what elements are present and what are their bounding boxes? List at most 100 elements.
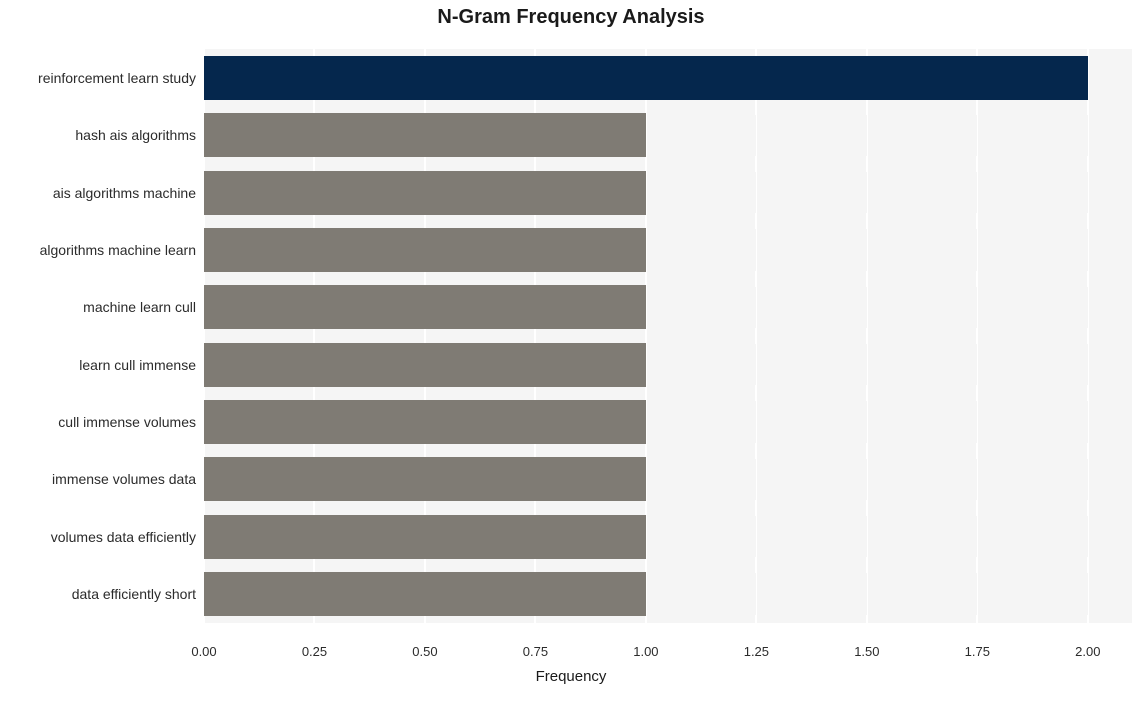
y-tick-label: reinforcement learn study [38,70,196,86]
tick-stub [755,279,757,287]
tick-stub [755,443,757,451]
tick-stub [976,500,978,508]
tick-stub [976,385,978,393]
tick-stub [866,164,868,172]
tick-stub [755,336,757,344]
tick-stub [976,279,978,287]
tick-stub [755,500,757,508]
tick-stub [1087,393,1089,401]
tick-stub [866,393,868,401]
x-tick-label: 2.00 [1075,644,1100,659]
x-tick-label: 1.25 [744,644,769,659]
tick-stub [866,107,868,115]
tick-stub [1087,164,1089,172]
bar [204,572,646,616]
bar [204,400,646,444]
y-tick-label: immense volumes data [52,471,196,487]
tick-stub [866,500,868,508]
chart-title: N-Gram Frequency Analysis [0,6,1142,29]
tick-stub [866,213,868,221]
tick-stub [976,107,978,115]
tick-stub [755,221,757,229]
x-tick-label: 1.00 [633,644,658,659]
tick-stub [1087,500,1089,508]
tick-stub [1087,451,1089,459]
y-tick-label: ais algorithms machine [53,185,196,201]
y-tick-label: data efficiently short [72,586,196,602]
tick-stub [866,443,868,451]
bar [204,171,646,215]
tick-stub [1087,221,1089,229]
plot-area [204,36,1132,636]
y-tick-label: volumes data efficiently [51,529,196,545]
x-tick-label: 0.00 [191,644,216,659]
x-tick-label: 1.50 [854,644,879,659]
bar [204,56,1088,100]
tick-stub [1087,271,1089,279]
y-tick-label: learn cull immense [79,357,196,373]
bar [204,515,646,559]
tick-stub [976,164,978,172]
tick-stub [755,508,757,516]
y-tick-label: hash ais algorithms [75,127,196,143]
x-tick-label: 0.25 [302,644,327,659]
tick-stub [866,156,868,164]
tick-stub [755,164,757,172]
tick-stub [755,107,757,115]
tick-stub [755,156,757,164]
tick-stub [1087,443,1089,451]
tick-stub [1087,385,1089,393]
tick-stub [976,271,978,279]
tick-stub [866,385,868,393]
tick-stub [1087,565,1089,573]
tick-stub [976,221,978,229]
tick-stub [866,221,868,229]
tick-stub [1087,213,1089,221]
tick-stub [755,328,757,336]
x-tick-label: 1.75 [965,644,990,659]
tick-stub [866,451,868,459]
y-tick-label: cull immense volumes [58,414,196,430]
tick-stub [866,508,868,516]
tick-stub [755,565,757,573]
tick-stub [866,336,868,344]
x-tick-label: 0.50 [412,644,437,659]
tick-stub [976,156,978,164]
tick-stub [1087,107,1089,115]
tick-stub [755,615,757,623]
tick-stub [976,557,978,565]
tick-stub [755,451,757,459]
tick-stub [755,385,757,393]
tick-stub [866,565,868,573]
tick-stub [755,271,757,279]
tick-stub [866,279,868,287]
y-tick-label: machine learn cull [83,299,196,315]
tick-stub [976,213,978,221]
tick-stub [866,557,868,565]
x-tick-label: 0.75 [523,644,548,659]
bar [204,228,646,272]
tick-stub [976,565,978,573]
bar [204,285,646,329]
tick-stub [976,443,978,451]
tick-stub [976,393,978,401]
tick-stub [976,328,978,336]
tick-stub [755,393,757,401]
tick-stub [755,557,757,565]
tick-stub [1087,336,1089,344]
bar [204,457,646,501]
tick-stub [976,451,978,459]
tick-stub [866,328,868,336]
tick-stub [1087,557,1089,565]
tick-stub [1087,508,1089,516]
tick-stub [866,615,868,623]
bar [204,343,646,387]
tick-stub [1087,156,1089,164]
tick-stub [755,213,757,221]
tick-stub [976,336,978,344]
tick-stub [976,508,978,516]
tick-stub [1087,328,1089,336]
tick-stub [866,271,868,279]
tick-stub [976,615,978,623]
x-axis-label: Frequency [0,668,1142,685]
